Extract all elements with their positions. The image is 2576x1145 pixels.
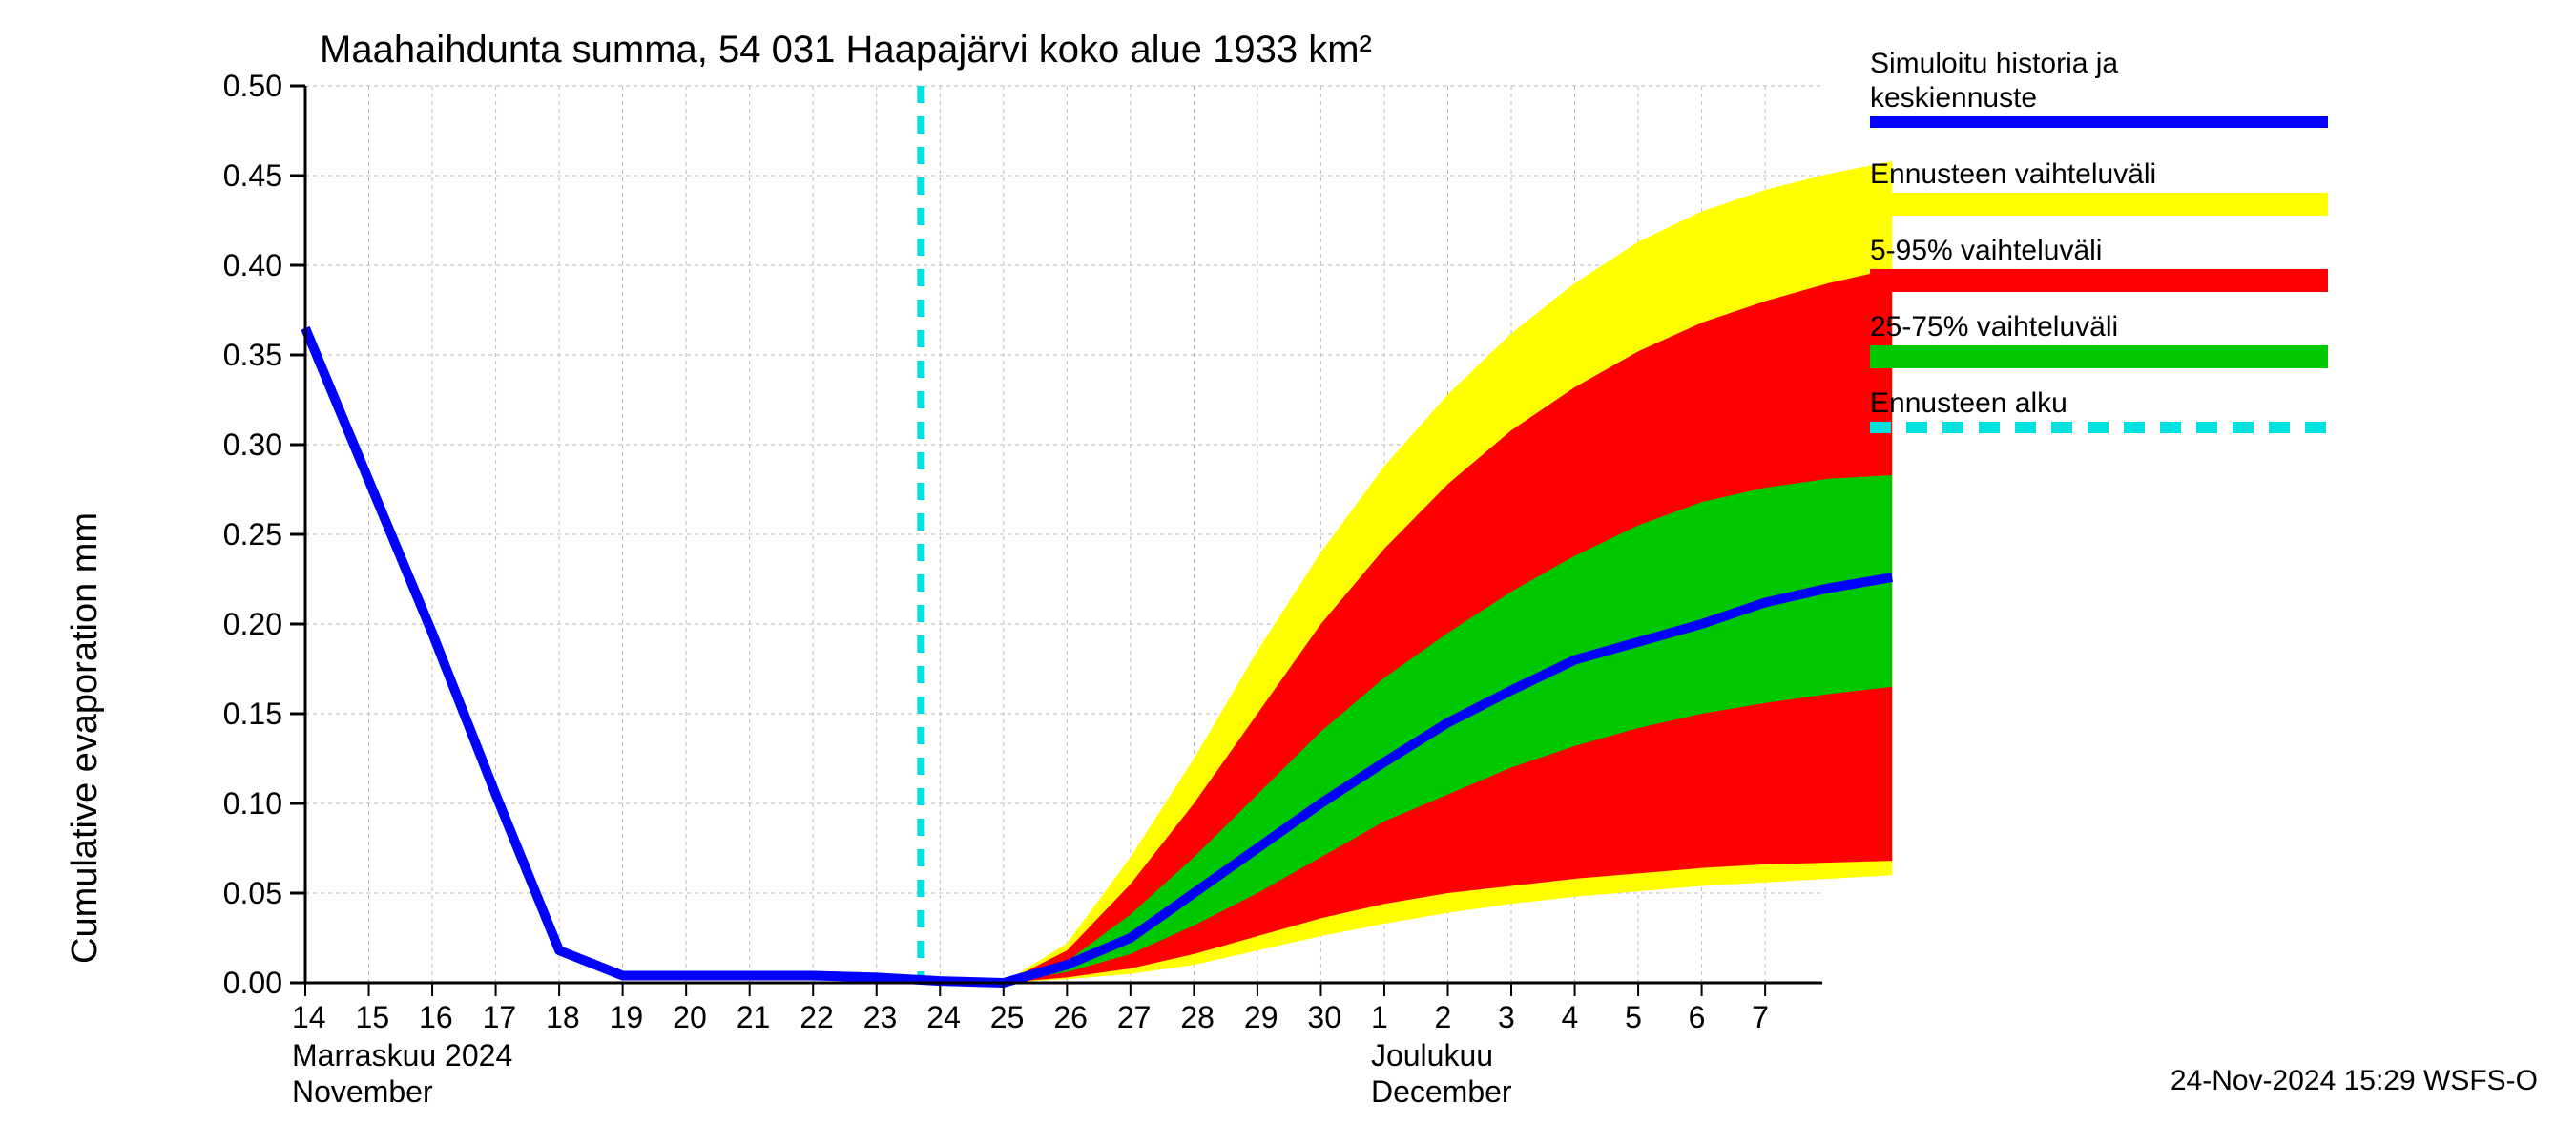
x-tick: 3: [1498, 1000, 1515, 1035]
y-tick: 0.40: [223, 248, 282, 283]
legend-swatch: [1870, 422, 2328, 433]
x-tick: 1: [1371, 1000, 1388, 1035]
x-tick: 21: [737, 1000, 771, 1035]
y-tick: 0.10: [223, 786, 282, 822]
x-tick: 25: [990, 1000, 1025, 1035]
x-tick: 22: [800, 1000, 834, 1035]
month-label-fi: Joulukuu: [1371, 1038, 1493, 1073]
legend-swatch: [1870, 116, 2328, 128]
legend-swatch: [1870, 269, 2328, 292]
x-tick: 5: [1625, 1000, 1642, 1035]
x-tick: 4: [1562, 1000, 1579, 1035]
legend-label: keskiennuste: [1870, 82, 2037, 114]
x-tick: 24: [926, 1000, 961, 1035]
x-tick: 17: [483, 1000, 517, 1035]
legend-swatch: [1870, 345, 2328, 368]
y-tick: 0.15: [223, 697, 282, 732]
y-tick: 0.45: [223, 158, 282, 194]
x-tick: 2: [1434, 1000, 1451, 1035]
legend-label: Simuloitu historia ja: [1870, 48, 2118, 80]
y-tick: 0.00: [223, 966, 282, 1001]
x-tick: 30: [1307, 1000, 1341, 1035]
x-tick: 15: [356, 1000, 390, 1035]
y-tick: 0.05: [223, 876, 282, 911]
legend-swatch: [1870, 193, 2328, 216]
y-tick: 0.25: [223, 517, 282, 552]
x-tick: 23: [863, 1000, 898, 1035]
x-tick: 6: [1689, 1000, 1706, 1035]
legend-label: Ennusteen alku: [1870, 387, 2067, 420]
chart-container: Maahaihdunta summa, 54 031 Haapajärvi ko…: [0, 0, 2576, 1145]
legend-label: 5-95% vaihteluväli: [1870, 235, 2102, 267]
x-tick: 28: [1180, 1000, 1215, 1035]
month-label-en: November: [292, 1074, 433, 1110]
month-label-fi: Marraskuu 2024: [292, 1038, 512, 1073]
month-label-en: December: [1371, 1074, 1512, 1110]
y-tick: 0.30: [223, 427, 282, 463]
y-tick: 0.20: [223, 607, 282, 642]
timestamp: 24-Nov-2024 15:29 WSFS-O: [2171, 1065, 2538, 1097]
y-tick: 0.50: [223, 69, 282, 104]
x-tick: 16: [419, 1000, 453, 1035]
chart-plot: [0, 0, 2576, 1145]
x-tick: 18: [546, 1000, 580, 1035]
x-tick: 14: [292, 1000, 326, 1035]
x-tick: 27: [1117, 1000, 1152, 1035]
x-tick: 7: [1752, 1000, 1769, 1035]
legend-label: Ennusteen vaihteluväli: [1870, 158, 2156, 191]
legend-label: 25-75% vaihteluväli: [1870, 311, 2118, 344]
x-tick: 19: [610, 1000, 644, 1035]
y-tick: 0.35: [223, 338, 282, 373]
x-tick: 20: [673, 1000, 707, 1035]
x-tick: 29: [1244, 1000, 1278, 1035]
x-tick: 26: [1053, 1000, 1088, 1035]
